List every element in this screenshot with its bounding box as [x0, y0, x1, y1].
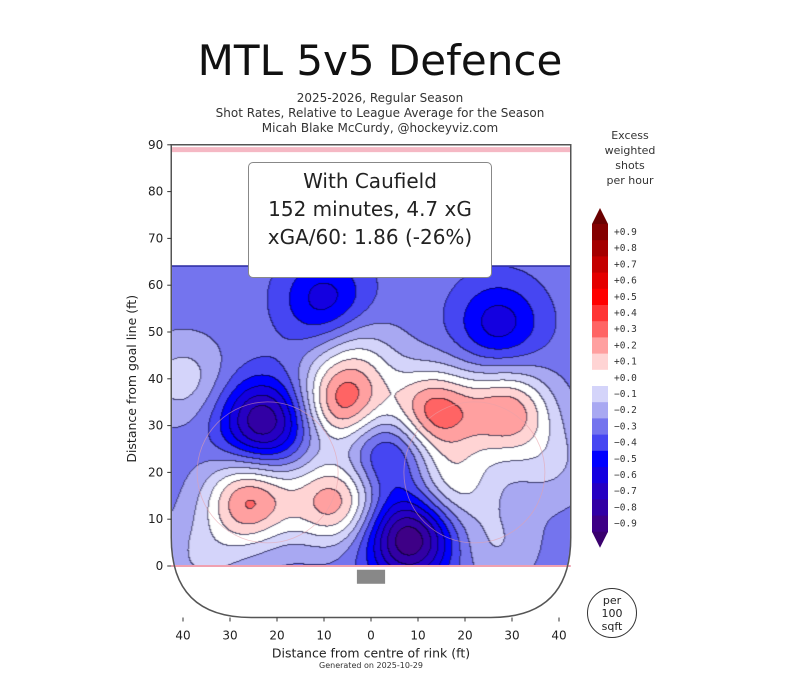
info-xga60: xGA/60: 1.86 (-26%) [267, 225, 473, 249]
generated-date: Generated on 2025-10-29 [319, 661, 423, 670]
info-box: With Caufield 152 minutes, 4.7 xG xGA/60… [248, 162, 492, 278]
chart-subtitle-season: 2025-2026, Regular Season [296, 91, 464, 105]
unit-note-line: per [602, 594, 622, 607]
info-minutes-xg: 152 minutes, 4.7 xG [268, 197, 472, 221]
colorbar-title: Excess weighted shots per hour [582, 128, 678, 188]
colorbar-title-line: weighted [604, 144, 656, 157]
chart-title: MTL 5v5 Defence [197, 36, 563, 85]
unit-note-line: sqft [601, 620, 623, 633]
unit-note-circle: per 100 sqft [587, 588, 637, 638]
info-player: With Caufield [303, 169, 437, 193]
unit-note-line: 100 [601, 607, 623, 620]
colorbar-title-line: shots [615, 159, 645, 172]
chart-subtitle-author: Micah Blake McCurdy, @hockeyviz.com [261, 121, 499, 135]
chart-subtitle-description: Shot Rates, Relative to League Average f… [215, 106, 545, 120]
colorbar-title-line: per hour [606, 174, 654, 187]
colorbar-title-line: Excess [611, 129, 649, 142]
